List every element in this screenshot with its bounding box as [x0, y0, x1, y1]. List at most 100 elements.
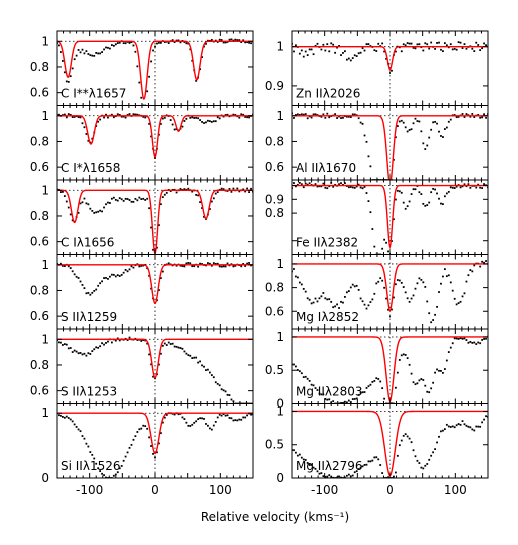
data-point — [394, 471, 397, 474]
data-point — [436, 192, 438, 195]
data-point — [326, 398, 329, 401]
data-point — [103, 343, 105, 346]
data-point — [414, 188, 417, 191]
data-point — [293, 268, 295, 270]
data-point — [471, 341, 474, 344]
data-point — [451, 186, 454, 189]
data-point — [156, 246, 158, 249]
data-point — [77, 49, 80, 51]
data-point — [107, 340, 109, 343]
data-point — [414, 287, 417, 290]
y-tick-label: 0.5 — [265, 438, 284, 452]
data-point — [314, 387, 317, 389]
data-point — [316, 300, 319, 303]
data-point — [483, 261, 485, 264]
data-point — [398, 359, 401, 361]
data-point — [246, 414, 249, 417]
transition-label: C I*λ1658 — [61, 161, 120, 175]
data-point — [336, 46, 338, 49]
data-point — [296, 369, 299, 371]
data-point — [61, 190, 64, 193]
data-point — [187, 424, 190, 427]
data-point — [101, 342, 103, 345]
data-point — [99, 118, 102, 121]
data-point — [163, 116, 166, 119]
data-point — [179, 188, 182, 190]
data-point — [420, 193, 423, 195]
data-point — [300, 49, 303, 52]
data-point — [394, 136, 397, 139]
data-point — [107, 477, 109, 478]
data-point — [87, 291, 90, 294]
data-point — [445, 423, 448, 426]
data-point — [298, 52, 301, 55]
data-point — [383, 50, 386, 53]
data-point — [132, 44, 135, 47]
data-point — [393, 475, 395, 478]
data-point — [228, 417, 231, 419]
data-point — [122, 459, 125, 462]
data-point — [471, 428, 474, 431]
data-point — [322, 292, 325, 294]
data-point — [481, 338, 484, 341]
data-point — [428, 136, 431, 139]
data-point — [336, 303, 338, 306]
data-point — [71, 270, 74, 273]
data-point — [400, 119, 403, 122]
data-point — [316, 185, 319, 188]
data-point — [126, 451, 129, 454]
data-point — [438, 369, 440, 372]
data-point — [338, 475, 340, 478]
data-point — [116, 471, 119, 474]
data-point — [214, 381, 217, 384]
data-point — [353, 471, 356, 474]
data-point — [75, 350, 78, 353]
data-point — [363, 303, 366, 306]
data-point — [438, 197, 440, 200]
data-point — [77, 428, 80, 431]
data-point — [461, 420, 464, 423]
x-tick-label: 100 — [444, 483, 467, 497]
data-point — [426, 463, 429, 465]
data-point — [158, 442, 160, 445]
data-point — [434, 371, 436, 374]
data-point — [410, 128, 413, 131]
data-point — [110, 341, 113, 344]
data-point — [298, 181, 301, 184]
data-point — [342, 402, 344, 404]
data-point — [365, 43, 368, 46]
data-point — [442, 136, 444, 138]
data-point — [334, 113, 337, 116]
x-tick-label: 100 — [209, 483, 232, 497]
data-point — [128, 42, 131, 44]
y-tick-label: 0.6 — [265, 304, 284, 318]
data-point — [385, 241, 387, 244]
data-point — [60, 414, 62, 417]
y-tick-label: 0.8 — [30, 209, 49, 223]
data-point — [246, 187, 249, 190]
data-point — [471, 113, 474, 115]
data-point — [396, 371, 399, 374]
data-point — [83, 126, 86, 129]
data-point — [459, 337, 462, 340]
data-point — [387, 476, 389, 478]
data-point — [314, 467, 317, 470]
data-point — [81, 122, 84, 125]
data-point — [344, 476, 346, 478]
data-point — [449, 346, 452, 349]
data-point — [312, 384, 315, 387]
data-point — [173, 41, 176, 44]
data-point — [445, 275, 448, 278]
data-point — [302, 186, 305, 189]
data-point — [385, 57, 387, 60]
data-point — [246, 262, 249, 265]
data-point — [77, 211, 80, 214]
data-point — [159, 277, 162, 279]
data-point — [197, 265, 200, 268]
data-point — [359, 121, 362, 124]
data-point — [191, 265, 194, 268]
data-point — [67, 113, 70, 116]
data-point — [248, 191, 250, 194]
data-point — [246, 41, 249, 44]
data-point — [91, 291, 94, 294]
